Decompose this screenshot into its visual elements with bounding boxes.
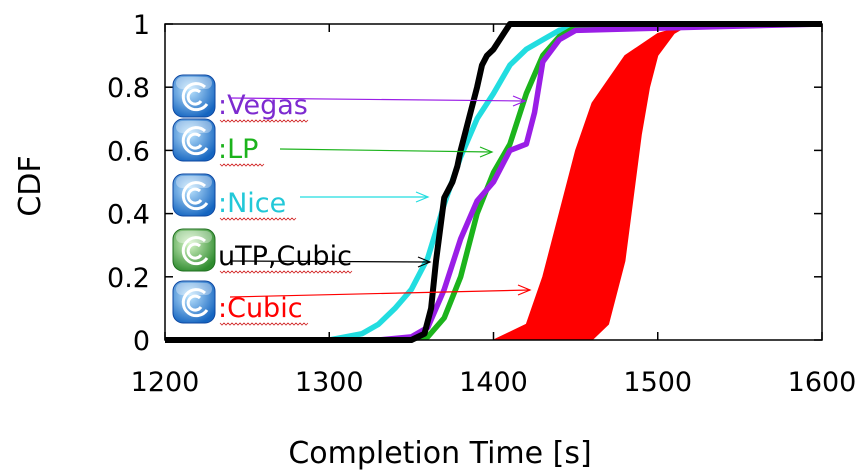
legend-entry: :Nice (172, 173, 430, 221)
legend-label: :Cubic (218, 293, 303, 324)
legend-entry: :Cubic (172, 280, 532, 326)
y-tick-label: 0.8 (107, 73, 150, 104)
torrent-client-blue-icon (172, 74, 216, 118)
torrent-client-blue-icon (172, 280, 216, 324)
y-axis-ticks: 0 0.2 0.4 0.6 0.8 1 (107, 10, 822, 357)
x-tick-label: 1400 (459, 367, 528, 398)
legend-arrow-line (279, 148, 493, 153)
legend-label: :Nice (218, 188, 286, 219)
legend-entry: uTP,Cubic (172, 228, 432, 274)
series-line-vegas (165, 21, 823, 343)
legend: :Vegas :LP :Nice uTP,Cubic :Cubic (172, 74, 532, 326)
legend-label: :LP (218, 134, 258, 165)
legend-arrow-head (512, 95, 527, 107)
legend-label-underline (219, 163, 265, 167)
legend-arrow-head (415, 191, 430, 203)
legend-label-underline (219, 270, 353, 274)
y-tick-label: 0.6 (107, 136, 150, 167)
legend-arrow-head (417, 256, 432, 268)
legend-label: uTP,Cubic (218, 241, 352, 272)
y-axis-label: CDF (13, 155, 48, 216)
legend-arrow-line (229, 289, 531, 298)
torrent-client-blue-icon (172, 173, 216, 217)
x-tick-label: 1300 (295, 367, 364, 398)
x-axis-label: Completion Time [s] (288, 436, 591, 471)
x-axis-ticks: 1200 1300 1400 1500 1600 (131, 24, 857, 398)
x-tick-label: 1200 (131, 367, 200, 398)
legend-label-underline (219, 322, 309, 326)
legend-label-underline (219, 119, 309, 123)
y-tick-label: 1 (133, 10, 150, 41)
legend-arrow-head (479, 146, 494, 158)
legend-arrow-line (229, 97, 526, 102)
torrent-client-blue-icon (172, 118, 216, 162)
legend-arrow-line (229, 260, 431, 263)
series-lines-layer (165, 21, 823, 343)
legend-label-underline (219, 217, 297, 221)
legend-label: :Vegas (218, 90, 308, 121)
legend-entry: :Vegas (172, 74, 527, 123)
y-tick-label: 0.4 (107, 200, 150, 231)
legend-entry: :LP (172, 118, 494, 167)
torrent-client-green-icon (172, 228, 216, 272)
legend-arrow-head (517, 284, 532, 296)
x-tick-label: 1500 (623, 367, 692, 398)
y-tick-label: 0.2 (107, 263, 150, 294)
series-line-utp-cubic (165, 21, 822, 343)
y-tick-label: 0 (133, 326, 150, 357)
x-tick-label: 1600 (788, 367, 857, 398)
